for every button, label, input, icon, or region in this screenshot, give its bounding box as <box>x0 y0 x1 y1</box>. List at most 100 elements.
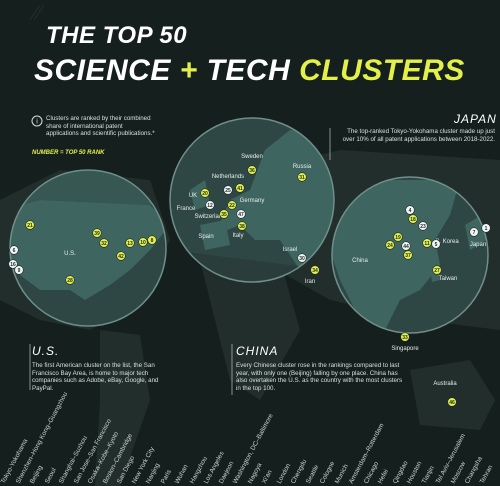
cluster-marker <box>297 172 307 182</box>
cluster-marker <box>92 228 102 238</box>
cluster-marker <box>25 220 35 230</box>
asia-ring <box>331 176 489 334</box>
legend: NUMBER = TOP 50 RANK <box>32 150 105 156</box>
cluster-marker <box>138 237 148 247</box>
title-plus: + <box>179 54 198 87</box>
cluster-rank: 19 <box>395 235 401 241</box>
callout-heading: U.S. <box>32 344 60 358</box>
cluster-marker <box>9 245 19 255</box>
cluster-rank: 10 <box>140 240 146 246</box>
note: Clusters are ranked by their combined sh… <box>46 115 155 138</box>
country-label: Russia <box>293 164 312 170</box>
cluster-rank: 36 <box>249 168 255 174</box>
cluster-marker <box>310 265 320 275</box>
cluster-rank: 35 <box>221 212 227 218</box>
cluster-rank: 25 <box>225 188 231 194</box>
cluster-marker <box>418 221 428 231</box>
info-icon <box>31 115 43 127</box>
country-label: Japan <box>470 242 486 248</box>
cluster-rank: 18 <box>410 217 416 223</box>
cluster-rank: 11 <box>424 241 430 247</box>
cluster-rank: 12 <box>207 203 213 209</box>
cluster-rank: 44 <box>403 244 409 250</box>
cluster-rank: 32 <box>101 241 107 247</box>
cluster-marker <box>8 259 18 269</box>
frame-lines <box>29 4 45 21</box>
country-label: Australia <box>433 381 457 387</box>
cluster-marker <box>227 200 237 210</box>
cluster-marker <box>405 205 415 215</box>
cluster-marker <box>236 209 246 219</box>
cluster-marker <box>400 332 410 342</box>
cluster-marker <box>219 209 229 219</box>
country-label: U.S. <box>64 251 76 257</box>
cluster-rank: 22 <box>229 203 235 209</box>
cluster-marker <box>481 223 491 233</box>
cluster-marker <box>247 165 257 175</box>
cluster-rank: 6 <box>13 248 16 254</box>
cluster-marker <box>147 235 157 245</box>
cluster-rank: 23 <box>420 224 426 230</box>
cluster-rank: 33 <box>402 335 408 341</box>
cluster-rank: 1 <box>485 226 488 232</box>
cluster-rank: 46 <box>449 400 455 406</box>
cluster-marker <box>125 238 135 248</box>
cluster-rank: 31 <box>299 175 305 181</box>
cluster-rank: 20 <box>202 191 208 197</box>
cluster-marker <box>393 232 403 242</box>
cluster-rank: 34 <box>312 268 318 274</box>
country-label: Spain <box>198 234 213 240</box>
callout-text: The first American cluster on the list, … <box>32 362 159 392</box>
cluster-rank: 16 <box>10 262 16 268</box>
country-label: Netherlands <box>212 174 244 180</box>
cluster-marker <box>237 221 247 231</box>
cluster-marker <box>205 200 215 210</box>
cluster-rank: 24 <box>387 243 393 249</box>
cluster-rank: 38 <box>239 224 245 230</box>
cluster-rank: 8 <box>151 238 154 244</box>
country-label: Sweden <box>241 154 263 160</box>
cluster-rank: 41 <box>237 186 243 192</box>
cluster-marker <box>223 185 233 195</box>
cluster-rank: 47 <box>238 212 244 218</box>
cluster-marker <box>447 397 457 407</box>
cluster-marker <box>403 250 413 260</box>
callout-heading: JAPAN <box>454 112 497 126</box>
country-label: Iran <box>305 279 315 285</box>
country-label: China <box>352 258 368 264</box>
country-label: Switzerland <box>194 214 225 220</box>
country-label: Taiwan <box>439 276 458 282</box>
country-label: France <box>177 206 196 212</box>
cluster-rank: 28 <box>67 278 73 284</box>
cluster-rank: 37 <box>405 253 411 259</box>
cluster-marker <box>422 238 432 248</box>
cluster-marker <box>235 183 245 193</box>
europe-ring <box>169 117 335 283</box>
cluster-marker <box>469 227 479 237</box>
country-label: Germany <box>240 198 265 204</box>
title-line1: THE TOP 50 <box>46 22 188 49</box>
cluster-rank: 5 <box>435 242 438 248</box>
title-line2: SCIENCE + TECH CLUSTERS <box>34 54 465 88</box>
title-clusters: CLUSTERS <box>299 54 465 87</box>
country-label: Israel <box>283 247 298 253</box>
cluster-rank: 21 <box>27 223 33 229</box>
info-i: i <box>36 119 38 126</box>
cluster-rank: 13 <box>127 241 133 247</box>
title-tech: TECH <box>206 54 291 87</box>
cluster-marker <box>99 238 109 248</box>
cluster-marker <box>401 241 411 251</box>
cluster-marker <box>408 214 418 224</box>
callout-text: Every Chinese cluster rose in the rankin… <box>236 362 403 392</box>
cluster-marker <box>431 239 441 249</box>
cluster-marker <box>14 265 24 275</box>
cluster-marker <box>65 275 75 285</box>
cluster-marker <box>432 265 442 275</box>
cluster-rank: 7 <box>473 230 476 236</box>
cluster-rank: 27 <box>434 268 440 274</box>
cluster-marker <box>200 188 210 198</box>
callout-heading: CHINA <box>236 344 279 358</box>
cluster-rank: 9 <box>18 268 21 274</box>
